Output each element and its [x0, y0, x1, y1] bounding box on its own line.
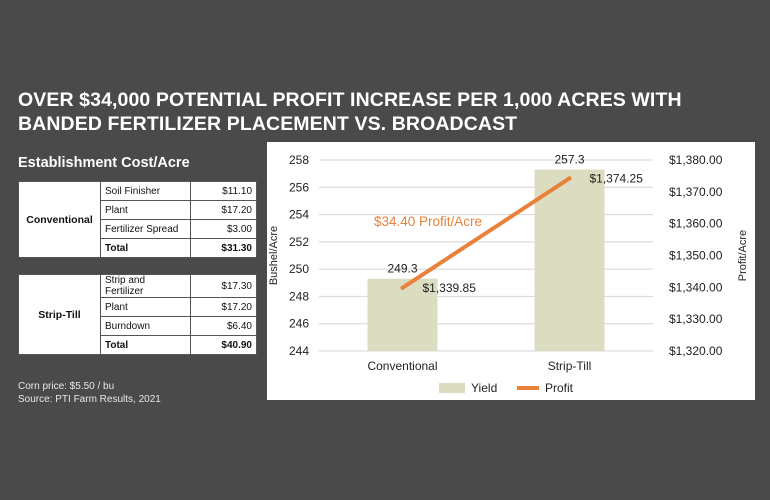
group-name: Conventional — [18, 181, 101, 258]
total-row: Total $31.30 — [19, 238, 257, 258]
cost-table-title: Establishment Cost/Acre — [18, 155, 190, 171]
table-row: Conventional Soil Finisher $11.10 — [18, 181, 257, 258]
profit-annotation: $34.40 Profit/Acre — [374, 214, 482, 229]
y2-tick-label: $1,330.00 — [669, 312, 723, 326]
y-tick-label: 254 — [289, 208, 309, 222]
strip-till-cost-table: Strip-Till Strip and Fertilizer $17.30 P… — [18, 274, 257, 355]
profit-point — [400, 285, 405, 290]
cost-value: $11.10 — [190, 181, 257, 201]
cost-value: $6.40 — [190, 316, 257, 336]
profit-line — [400, 176, 572, 290]
y2-tick-label: $1,360.00 — [669, 217, 723, 231]
cost-item: Burndown — [100, 316, 191, 336]
cost-value: $3.00 — [190, 219, 257, 239]
cost-item: Soil Finisher — [100, 181, 191, 201]
y2-tick-label: $1,340.00 — [669, 280, 723, 294]
cost-value: $17.30 — [190, 274, 257, 298]
footnote: Corn price: $5.50 / bu Source: PTI Farm … — [18, 380, 161, 406]
y2-tick-label: $1,370.00 — [669, 185, 723, 199]
table-row: Strip-Till Strip and Fertilizer $17.30 — [18, 274, 257, 355]
corn-price-note: Corn price: $5.50 / bu — [18, 381, 115, 392]
legend-yield-label: Yield — [471, 381, 497, 395]
y-tick-label: 244 — [289, 344, 309, 358]
yield-bar — [367, 278, 438, 351]
yield-data-label: 249.3 — [387, 262, 417, 276]
total-value: $31.30 — [190, 238, 257, 258]
table-row: Plant $17.20 — [19, 297, 257, 317]
cost-item: Plant — [100, 297, 191, 317]
y2-tick-label: $1,320.00 — [669, 344, 723, 358]
y2-axis-label: Profit/Acre — [737, 230, 749, 281]
cost-item: Plant — [100, 200, 191, 220]
profit-data-label: $1,374.25 — [590, 171, 644, 185]
yield-bar — [534, 169, 605, 351]
cost-value: $17.20 — [190, 200, 257, 220]
y-tick-label: 258 — [289, 153, 309, 167]
legend-yield-swatch — [439, 383, 465, 393]
x-tick-label: Strip-Till — [548, 359, 592, 373]
legend-profit-label: Profit — [545, 381, 574, 395]
profit-data-label: $1,339.85 — [423, 281, 477, 295]
yield-data-label: 257.3 — [554, 153, 584, 167]
chart-panel: 244 246 248 250 252 254 256 258 $1,320.00 $1,330.… — [267, 142, 755, 400]
y-axis-label: Bushel/Acre — [268, 226, 280, 285]
cost-item: Fertilizer Spread — [100, 219, 191, 239]
cost-item: Strip and Fertilizer — [100, 274, 191, 298]
table-row: Burndown $6.40 — [19, 316, 257, 336]
table-row: Fertilizer Spread $3.00 — [19, 219, 257, 239]
table-row: Plant $17.20 — [19, 200, 257, 220]
y-tick-label: 246 — [289, 317, 309, 331]
source-note: Source: PTI Farm Results, 2021 — [18, 394, 161, 405]
headline-line-2: BANDED FERTILIZER PLACEMENT VS. BROADCAS… — [18, 113, 518, 135]
cost-value: $17.20 — [190, 297, 257, 317]
total-value: $40.90 — [190, 335, 257, 355]
y2-tick-label: $1,350.00 — [669, 249, 723, 263]
x-tick-label: Conventional — [367, 359, 437, 373]
y2-tick-label: $1,380.00 — [669, 153, 723, 167]
y-tick-label: 252 — [289, 235, 309, 249]
profit-point — [567, 176, 572, 181]
conventional-cost-table: Conventional Soil Finisher $11.10 Plant … — [18, 181, 257, 258]
group-name: Strip-Till — [18, 274, 101, 355]
yield-profit-chart: 244 246 248 250 252 254 256 258 $1,320.00 $1,330.… — [268, 153, 749, 395]
headline-line-1: OVER $34,000 POTENTIAL PROFIT INCREASE P… — [18, 89, 682, 111]
y-tick-label: 248 — [289, 289, 309, 303]
total-label: Total — [100, 335, 191, 355]
headline: OVER $34,000 POTENTIAL PROFIT INCREASE P… — [18, 88, 758, 136]
y-tick-label: 256 — [289, 180, 309, 194]
y-tick-label: 250 — [289, 262, 309, 276]
total-label: Total — [100, 238, 191, 258]
total-row: Total $40.90 — [19, 335, 257, 355]
